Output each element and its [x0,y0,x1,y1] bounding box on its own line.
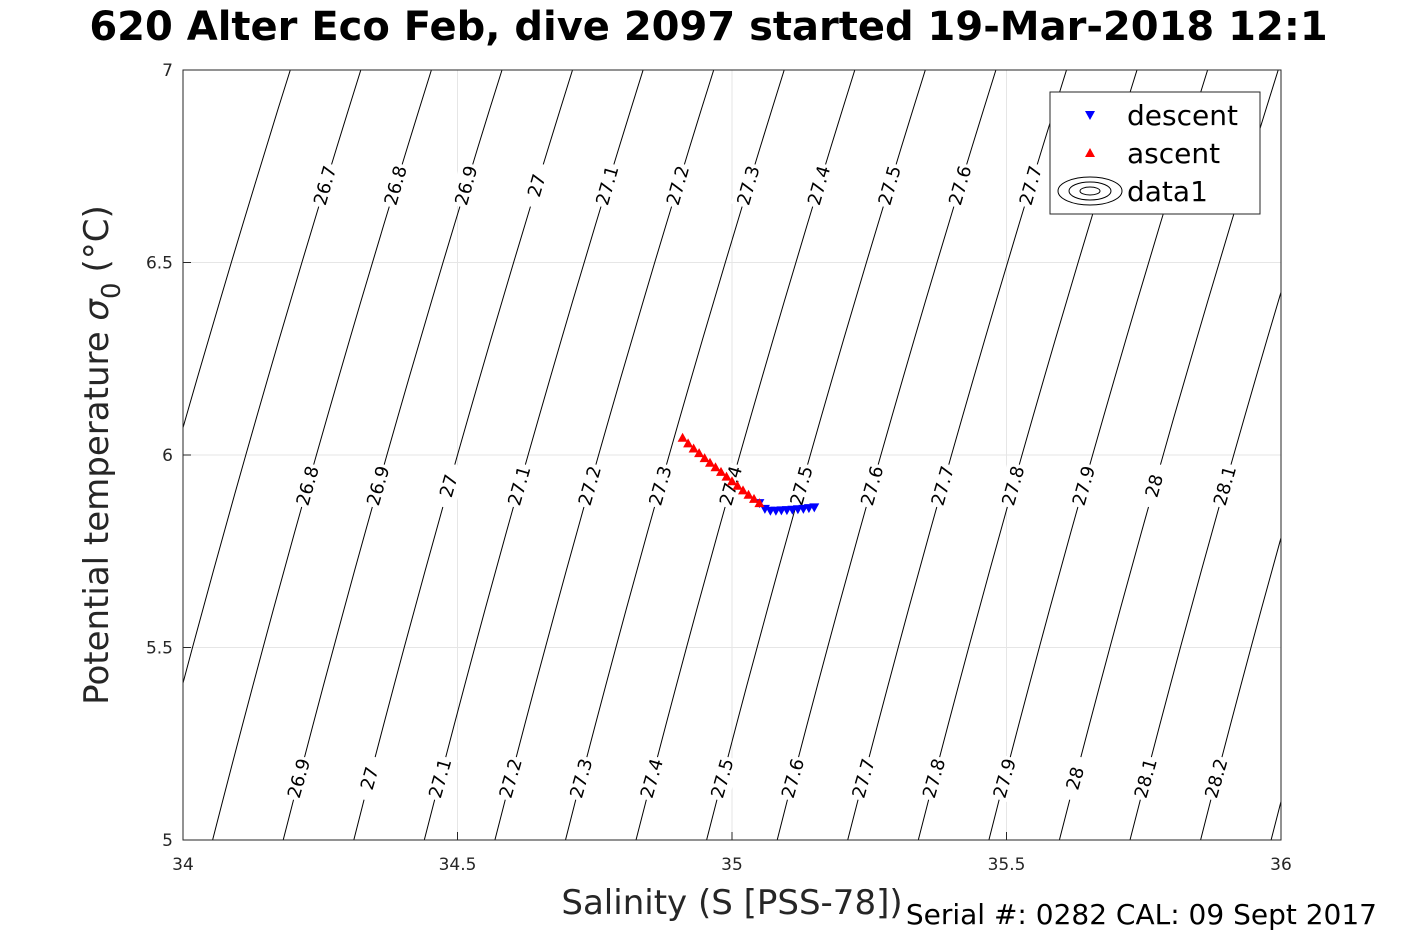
ascent-point [743,489,754,499]
descent-point [809,503,820,513]
legend-ascent-marker [1085,148,1095,157]
y-tick-label: 5 [162,831,173,851]
axis-ticks: 34 34.5 35 35.5 36 5 5.5 6 6.5 7 [146,61,1292,875]
contour-label-bg [872,161,908,210]
contour-label-bg [563,753,599,803]
x-tick-label: 35.5 [988,855,1026,875]
ascent-point [705,457,715,467]
x-axis-label: Salinity (S [PSS-78]) [561,883,902,923]
contour-label-bg [942,161,978,210]
contour-label: 27.6 [854,461,890,511]
contour-label-bg [281,753,317,803]
contour-label-bg [995,461,1031,511]
contour-label-bg [1198,753,1234,803]
contour-label-bg [352,753,388,803]
legend-box [1049,91,1261,215]
contour-label-bg [846,753,882,803]
x-tick-label: 35 [721,855,743,875]
density-contour-line [1270,799,1281,840]
ascent-point [754,498,765,508]
legend-descent-marker [1085,111,1095,120]
contour-label-bg [493,753,529,803]
contour-label-bg [642,461,679,511]
contour-label-bg [290,461,326,511]
contour-label-bg [378,161,414,210]
contour-label-bg [1128,753,1164,803]
ascent-point [721,471,732,481]
contour-label: 27 [431,461,467,511]
y-tick-label: 5.5 [146,639,173,659]
contour-label-bg [360,461,396,511]
contour-label-bg [1207,461,1243,511]
contour-label-bg [572,461,608,511]
contour-label-bg [730,161,767,210]
contour-label: 28 [1136,461,1172,511]
y-tick-label: 6 [162,446,173,466]
y-tick-label: 6.5 [146,254,173,274]
contour-labels: 26.7 26.8 26.9 27 27.1 27.2 27.3 27.4 27.5 27.6 27… [281,161,1243,803]
contour-label-bg [704,753,740,803]
contour-label: 27 [352,753,388,803]
data-series [677,432,820,516]
contour-label-bg [307,161,343,210]
density-contour-line [1200,535,1281,840]
chart-title: 620 Alter Eco Feb, dive 2097 started 19-… [89,4,1328,50]
contour-label: 27.9 [1066,461,1102,511]
density-contour-line [183,70,291,430]
ascent-point [738,485,748,495]
contour-label: 27.1 [501,461,537,511]
ascent-point [727,476,737,486]
contour-label-bg [1013,161,1049,210]
contour-label-bg [1066,461,1102,511]
ascent-point [732,480,743,490]
contour-label-bg [501,461,537,511]
contour-label-bg [854,461,890,511]
contour-label-bg [634,753,670,803]
ascent-point [710,462,721,472]
ascent-point [699,453,710,463]
contour-label: 28 [1057,753,1093,803]
y-axis-sub: 0 [97,282,127,299]
x-tick-label: 36 [1270,855,1292,875]
contour-label-bg [987,753,1023,803]
legend-contour-icon [1057,176,1123,206]
legend-descent-label: descent [1127,99,1238,132]
ascent-point [694,448,705,458]
contour-label: 27.5 [784,461,820,511]
contour-label-bg [1057,753,1093,803]
legend-data1-label: data1 [1127,175,1208,208]
contour-label-bg [589,161,625,210]
contour-label: 27 [519,161,555,210]
contour-label-bg [801,161,837,210]
legend-ascent-label: ascent [1127,137,1220,170]
contour-label-bg [916,753,952,803]
contour-label-bg [448,161,484,210]
contour-label-bg [925,461,961,511]
y-axis-unit: (°C) [77,205,117,272]
contour-label-bg [431,461,467,511]
x-tick-label: 34 [172,855,194,875]
contour-label-bg [519,161,555,210]
density-contour-line [1412,70,1417,840]
y-axis-label: Potential temperature σ0(°C) [77,205,127,705]
contour-label-bg [775,753,811,803]
contour-label-bg [784,461,820,511]
y-axis-sigma: σ [77,298,117,321]
legend: descent ascent data1 [1049,91,1261,215]
contour-label-bg [1136,461,1172,511]
ascent-point [688,443,699,453]
serial-cal-footer: Serial #: 0282 CAL: 09 Sept 2017 [905,898,1377,931]
ascent-point [716,466,726,476]
density-contour-line [1129,290,1281,840]
ascent-point [749,493,759,503]
contour-label: 27.7 [925,461,961,511]
ascent-point [683,438,694,448]
ascent-point [677,432,688,442]
contour-label-bg [422,753,458,803]
x-tick-label: 34.5 [439,855,477,875]
density-contour-line [1342,70,1417,840]
y-tick-label: 7 [162,61,173,81]
contour-label-bg [660,161,696,210]
